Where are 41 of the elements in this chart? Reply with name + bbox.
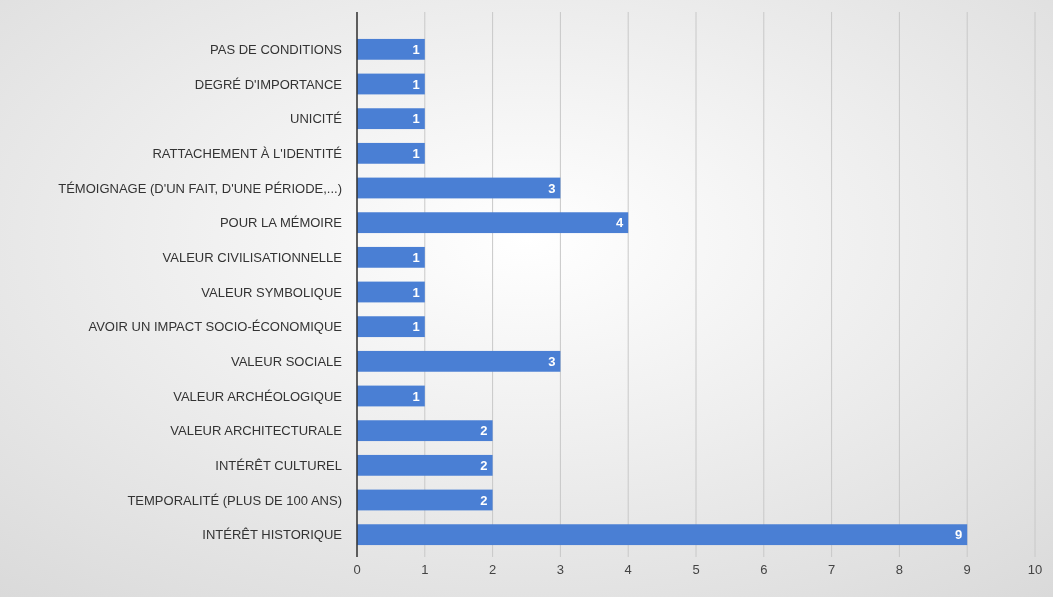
x-tick-label: 9 (963, 562, 971, 577)
data-label: 3 (548, 353, 556, 369)
data-label: 1 (412, 284, 420, 300)
x-tick-label: 3 (556, 562, 565, 577)
y-tick-label: PAS DE CONDITIONS (210, 41, 343, 57)
y-tick-label: TÉMOIGNAGE (D'UN FAIT, D'UNE PÉRIODE,...) (58, 180, 342, 196)
y-tick-label: VALEUR CIVILISATIONNELLE (162, 249, 343, 265)
y-tick-label: VALEUR SOCIALE (230, 353, 343, 369)
x-tick-label: 10 (1027, 562, 1043, 577)
y-tick-label: AVOIR UN IMPACT SOCIO-ÉCONOMIQUE (88, 319, 343, 335)
y-tick-label: RATTACHEMENT À L'IDENTITÉ (152, 145, 343, 161)
y-tick-label: VALEUR ARCHÉOLOGIQUE (173, 388, 343, 404)
data-label: 1 (412, 41, 420, 57)
data-label: 1 (412, 319, 420, 335)
data-label: 2 (480, 423, 488, 439)
y-tick-label: DEGRÉ D'IMPORTANCE (194, 76, 343, 92)
x-tick-label: 0 (353, 562, 361, 577)
x-tick-label: 4 (624, 562, 632, 577)
y-tick-label: UNICITÉ (290, 111, 343, 127)
y-tick-label: VALEUR ARCHITECTURALE (170, 423, 343, 439)
x-tick-label: 7 (827, 562, 836, 577)
y-tick-label: INTÉRÊT CULTUREL (215, 457, 342, 473)
data-label: 1 (412, 145, 420, 161)
y-tick-label: TEMPORALITÉ (PLUS DE 100 ANS) (127, 492, 342, 508)
x-tick-label: 6 (760, 562, 768, 577)
data-label: 1 (412, 388, 420, 404)
data-label: 4 (615, 215, 624, 231)
x-tick-label: 5 (692, 562, 700, 577)
y-tick-label: POUR LA MÉMOIRE (219, 215, 343, 231)
data-label: 2 (480, 492, 488, 508)
data-label: 3 (548, 180, 556, 196)
y-tick-label: VALEUR SYMBOLIQUE (201, 284, 343, 300)
data-label: 1 (412, 249, 420, 265)
data-label: 1 (412, 76, 420, 92)
x-tick-label: 1 (421, 562, 429, 577)
x-tick-label: 2 (488, 562, 497, 577)
x-tick-label: 8 (895, 562, 904, 577)
data-label: 1 (412, 111, 420, 127)
y-tick-label: INTÉRÊT HISTORIQUE (202, 527, 343, 543)
data-label: 2 (480, 457, 488, 473)
data-label: 9 (954, 527, 963, 543)
